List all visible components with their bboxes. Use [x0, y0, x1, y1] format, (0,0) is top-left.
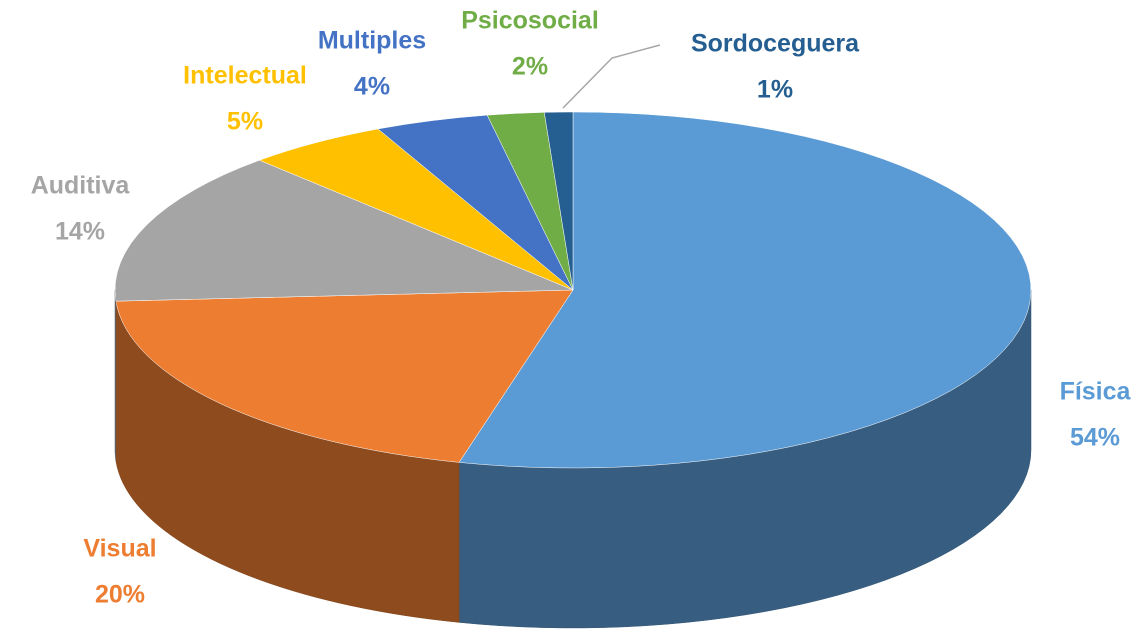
slice-label-name: Sordoceguera [691, 30, 860, 58]
slice-label-value: 20% [95, 581, 145, 609]
slice [115, 289, 574, 463]
slice [543, 111, 574, 291]
slice-label-name: Física [1060, 378, 1132, 406]
slice-label-name: Multiples [318, 27, 426, 55]
slice [458, 111, 1032, 469]
slice-label-value: 54% [1070, 424, 1120, 452]
slice-label-value: 4% [354, 73, 390, 101]
slice-label-name: Psicosocial [461, 7, 599, 35]
leader-line [562, 44, 661, 109]
slice-label-value: 1% [757, 76, 793, 104]
slice-label-name: Visual [83, 535, 156, 563]
slice-label-name: Auditiva [31, 172, 131, 200]
slice [114, 159, 574, 302]
slice-side [114, 289, 117, 462]
slice-label-name: Intelectual [183, 62, 307, 90]
slice-label-value: 14% [55, 218, 105, 246]
slice-label-value: 2% [512, 53, 548, 81]
slice [258, 128, 574, 291]
slice-label-value: 5% [227, 108, 263, 136]
